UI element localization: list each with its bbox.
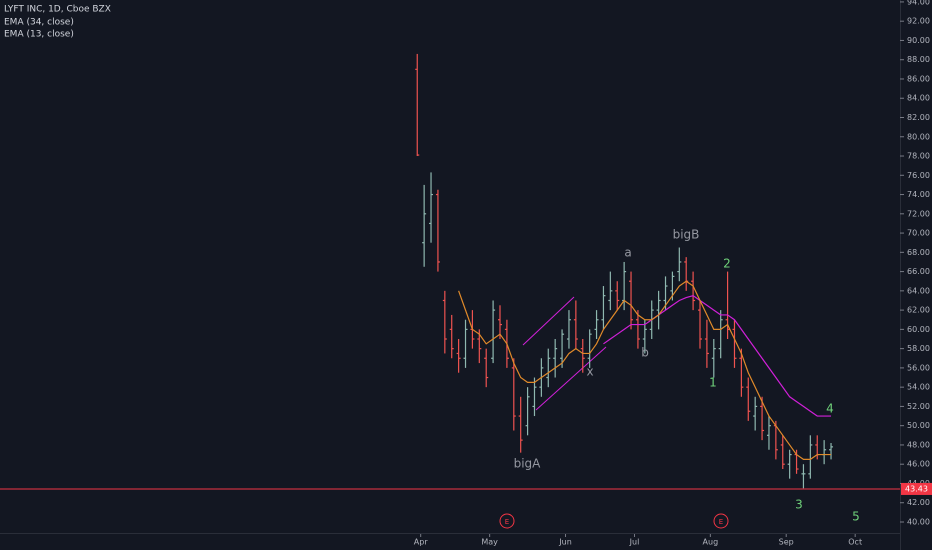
y-tick-label: 76.00 (907, 171, 930, 180)
y-tick-label: 46.00 (907, 460, 930, 469)
earnings-marker (713, 513, 729, 529)
annotation: bigB (673, 228, 700, 242)
y-tick-label: 50.00 (907, 421, 930, 430)
annotation: bigA (514, 457, 542, 471)
y-tick-label: 62.00 (907, 306, 930, 315)
y-tick-label: 56.00 (907, 363, 930, 372)
y-tick-label: 72.00 (907, 209, 930, 218)
x-tick-label: Jun (558, 538, 572, 547)
y-tick-label: 88.00 (907, 55, 930, 64)
annotation: 5 (852, 510, 860, 524)
legend-entry: EMA (13, close) (4, 30, 74, 40)
annotation: 1 (709, 376, 717, 390)
y-tick-label: 52.00 (907, 402, 930, 411)
y-tick-label: 58.00 (907, 344, 930, 353)
annotation: 2 (723, 257, 731, 271)
ema-line (458, 280, 832, 460)
x-tick-label: Aug (703, 538, 719, 547)
y-tick-label: 94.00 (907, 0, 930, 6)
y-tick-label: 70.00 (907, 229, 930, 238)
channel-line (535, 346, 607, 411)
y-tick-label: 64.00 (907, 286, 930, 295)
y-tick-label: 66.00 (907, 267, 930, 276)
annotation: x (586, 365, 593, 379)
earnings-label: E (719, 518, 723, 526)
y-tick-label: 86.00 (907, 74, 930, 83)
y-tick-label: 54.00 (907, 383, 930, 392)
annotation: b (641, 346, 649, 360)
annotation: 4 (826, 402, 834, 416)
price-line-label-box (901, 482, 932, 495)
y-tick-label: 80.00 (907, 132, 930, 141)
legend-entry: EMA (34, close) (4, 18, 74, 28)
y-tick-label: 82.00 (907, 113, 930, 122)
y-tick-label: 92.00 (907, 17, 930, 26)
y-tick-label: 74.00 (907, 190, 930, 199)
annotation: a (624, 246, 631, 260)
y-tick-label: 48.00 (907, 440, 930, 449)
y-tick-label: 78.00 (907, 152, 930, 161)
y-tick-label: 68.00 (907, 248, 930, 257)
annotation: 3 (795, 498, 803, 512)
price-line-label: 43.43 (905, 484, 928, 493)
earnings-label: E (505, 518, 509, 526)
y-tick-label: 40.00 (907, 517, 930, 526)
x-tick-label: Oct (848, 538, 862, 547)
y-tick-label: 42.00 (907, 498, 930, 507)
y-tick-label: 84.00 (907, 94, 930, 103)
x-tick-label: Sep (779, 538, 794, 547)
y-tick-label: 60.00 (907, 325, 930, 334)
x-tick-label: May (481, 538, 498, 547)
y-tick-label: 90.00 (907, 36, 930, 45)
channel-line (522, 296, 575, 346)
legend-title: LYFT INC, 1D, Cboe BZX (4, 5, 111, 15)
x-tick-label: Jul (629, 538, 640, 547)
earnings-marker (499, 513, 515, 529)
x-tick-label: Apr (414, 538, 429, 547)
ema-line (603, 295, 832, 417)
